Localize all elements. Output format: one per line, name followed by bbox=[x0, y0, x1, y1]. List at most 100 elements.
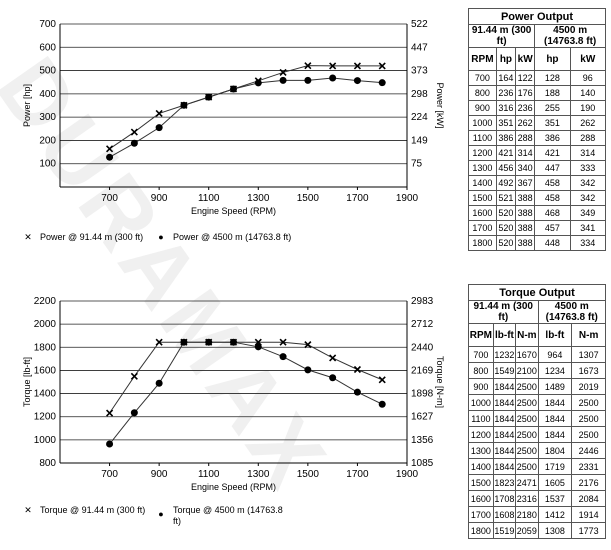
column-group-header: 91.44 m (300 ft) bbox=[468, 300, 539, 324]
data-point-dot bbox=[353, 77, 361, 85]
column-header: N-m bbox=[515, 323, 539, 347]
y-tick-label: 1200 bbox=[34, 412, 57, 423]
data-point-x bbox=[353, 62, 361, 70]
table-cell: 334 bbox=[569, 235, 607, 251]
table-cell: 262 bbox=[569, 115, 607, 131]
table-cell: 316 bbox=[495, 100, 517, 116]
table-cell: 700 bbox=[468, 346, 494, 363]
table-cell: 140 bbox=[569, 85, 607, 101]
series-line-1 bbox=[109, 341, 383, 414]
table-cell: 1232 bbox=[492, 346, 517, 363]
y2-tick-label: 2440 bbox=[411, 342, 434, 353]
table-row: 1600 1708 2316 1537 2084 bbox=[468, 490, 606, 507]
table-cell: 1519 bbox=[492, 522, 517, 539]
data-point-x bbox=[304, 341, 312, 349]
y2-tick-label: 2169 bbox=[411, 365, 434, 376]
column-header: lb-ft bbox=[537, 323, 573, 347]
data-point-x bbox=[353, 365, 361, 374]
table-row: 1200 421 314 421 314 bbox=[468, 145, 607, 161]
dot-marker-icon: ● bbox=[158, 232, 164, 242]
table-cell: 520 bbox=[495, 235, 517, 251]
table-row: 1300 1844 2500 1804 2446 bbox=[468, 442, 606, 459]
table-cell: 1844 bbox=[492, 426, 517, 443]
table-cell: 900 bbox=[468, 100, 497, 116]
y2-tick-label: 149 bbox=[411, 135, 428, 146]
data-point-x bbox=[378, 62, 386, 70]
data-point-dot bbox=[329, 374, 337, 382]
data-point-dot bbox=[353, 388, 361, 396]
y2-tick-label: 298 bbox=[411, 89, 428, 100]
x-tick-label: 900 bbox=[151, 469, 168, 480]
x-marker-icon: ✕ bbox=[24, 232, 32, 242]
table-cell: 1500 bbox=[468, 474, 494, 491]
data-point-dot bbox=[254, 343, 262, 351]
table-cell: 288 bbox=[515, 130, 536, 146]
table-cell: 1300 bbox=[468, 442, 494, 459]
table-row: 1800 520 388 448 334 bbox=[468, 235, 607, 251]
data-point-x bbox=[279, 338, 287, 346]
x-tick-label: 700 bbox=[101, 193, 118, 204]
y-tick-label: 2200 bbox=[34, 296, 57, 307]
table-row: 1800 1519 2059 1308 1773 bbox=[468, 522, 606, 539]
table-row: 700 1232 1670 964 1307 bbox=[468, 346, 606, 363]
table-cell: 1844 bbox=[492, 442, 517, 459]
x-tick-label: 1700 bbox=[346, 469, 369, 480]
column-group-header: 91.44 m (300 ft) bbox=[467, 24, 536, 48]
table-cell: 447 bbox=[534, 160, 571, 176]
data-point-dot bbox=[205, 93, 213, 101]
table-cell: 700 bbox=[468, 70, 497, 86]
x-tick-label: 1100 bbox=[198, 193, 220, 204]
table-row: 1000 351 262 351 262 bbox=[468, 115, 607, 131]
table-cell: 900 bbox=[468, 378, 494, 395]
table-cell: 2019 bbox=[571, 378, 606, 395]
table-row: 1500 1823 2471 1605 2176 bbox=[468, 474, 606, 491]
table-cell: 351 bbox=[495, 115, 517, 131]
table-row: 1300 456 340 447 333 bbox=[468, 160, 607, 176]
data-point-dot bbox=[106, 153, 114, 161]
table-cell: 521 bbox=[495, 190, 517, 206]
table-header-row: RPM lb-ft N-m lb-ft N-m bbox=[468, 323, 606, 347]
table-cell: 1600 bbox=[468, 205, 497, 221]
table-cell: 164 bbox=[495, 70, 517, 86]
column-header: lb-ft bbox=[492, 323, 517, 347]
data-point-dot bbox=[378, 79, 386, 87]
table-cell: 188 bbox=[534, 85, 571, 101]
table-cell: 1400 bbox=[468, 458, 494, 475]
data-point-x bbox=[378, 376, 386, 384]
table-row: 1100 386 288 386 288 bbox=[468, 130, 607, 146]
table-cell: 236 bbox=[515, 100, 536, 116]
x-marker-icon: ✕ bbox=[24, 505, 32, 515]
table-cell: 349 bbox=[569, 205, 607, 221]
column-header: kW bbox=[515, 47, 536, 71]
torque-output-table: Torque Output 91.44 m (300 ft) 4500 m (1… bbox=[468, 284, 607, 539]
table-cell: 456 bbox=[495, 160, 517, 176]
table-row: 1600 520 388 468 349 bbox=[468, 205, 607, 221]
table-cell: 1844 bbox=[492, 394, 517, 411]
table-cell: 1500 bbox=[468, 190, 497, 206]
y-tick-label: 100 bbox=[39, 159, 56, 170]
table-row: 1200 1844 2500 1844 2500 bbox=[468, 426, 606, 443]
table-cell: 1673 bbox=[571, 362, 606, 379]
table-cell: 1914 bbox=[571, 506, 606, 523]
table-cell: 1844 bbox=[537, 394, 573, 411]
table-cell: 1100 bbox=[468, 410, 494, 427]
y-axis-label: Torque [lb-ft] bbox=[22, 357, 32, 407]
series-line-2 bbox=[109, 341, 383, 445]
table-cell: 96 bbox=[569, 70, 607, 86]
table-cell: 2471 bbox=[515, 474, 539, 491]
table-cell: 1844 bbox=[537, 410, 573, 427]
table-cell: 1200 bbox=[468, 426, 494, 443]
y-tick-label: 1600 bbox=[34, 365, 57, 376]
data-point-dot bbox=[230, 338, 237, 346]
x-tick-label: 700 bbox=[101, 469, 118, 480]
table-cell: 458 bbox=[534, 175, 571, 191]
data-point-dot bbox=[329, 74, 337, 82]
table-cell: 1200 bbox=[468, 145, 497, 161]
table-cell: 1804 bbox=[537, 442, 573, 459]
data-point-x bbox=[279, 68, 287, 76]
y-tick-label: 200 bbox=[39, 135, 56, 146]
table-cell: 1823 bbox=[492, 474, 517, 491]
table-cell: 2500 bbox=[515, 394, 539, 411]
table-header-row: RPM hp kW hp kW bbox=[468, 47, 607, 71]
data-point-x bbox=[106, 409, 114, 417]
